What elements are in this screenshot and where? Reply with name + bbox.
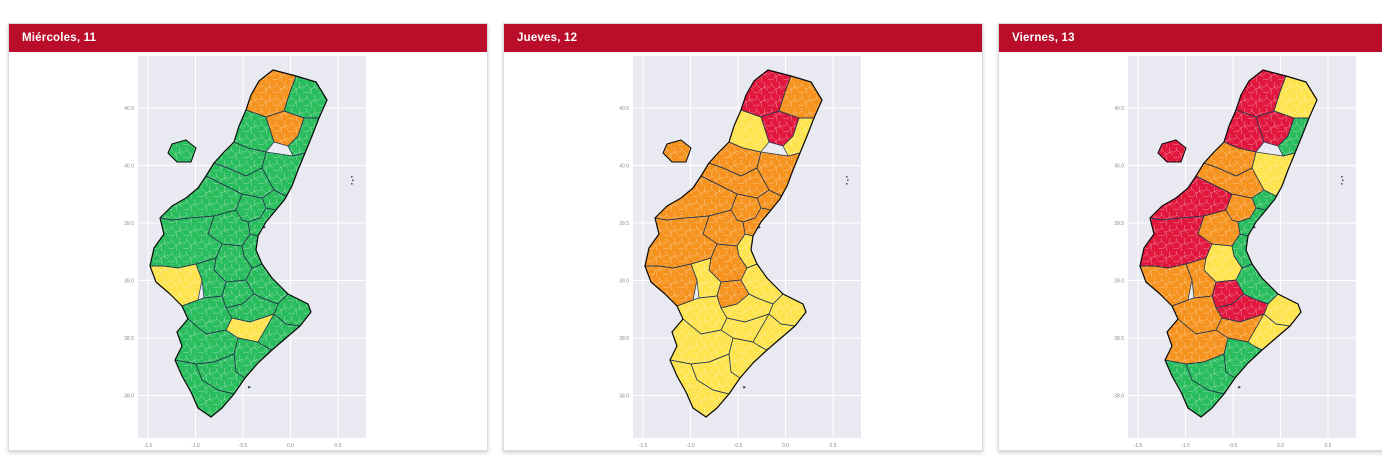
- y-axis-tick-label: 38.5: [124, 336, 134, 342]
- municipal-boundaries-texture: [168, 140, 196, 162]
- coastal-mark: [1238, 386, 1241, 389]
- coastal-mark: [1253, 226, 1256, 229]
- panel-body: -1.5 -1.0 -0.5 0.0 0.5 40.5 40.0 39.5 39.0 38.5 38…: [999, 52, 1382, 449]
- region-outline: [644, 69, 823, 418]
- columbretes-islands: [846, 183, 848, 185]
- map-figure: -1.5 -1.0 -0.5 0.0 0.5 40.5 40.0 39.5 39.0 38.5 38…: [124, 56, 366, 449]
- municipal-boundaries-texture: [645, 70, 822, 417]
- coastal-mark: [248, 386, 251, 389]
- columbretes-islands: [351, 183, 353, 185]
- x-axis-tick-label: 0.0: [287, 443, 294, 449]
- coastal-mark: [263, 226, 266, 229]
- y-axis-tick-label: 38.0: [619, 393, 629, 399]
- y-axis-tick-label: 39.5: [619, 221, 629, 227]
- y-axis-tick-label: 40.5: [124, 106, 134, 112]
- municipal-boundaries-texture: [663, 140, 691, 162]
- x-axis-tick-label: -1.5: [1134, 443, 1143, 449]
- x-axis-tick-label: -0.5: [239, 443, 248, 449]
- columbretes-islands: [1342, 179, 1344, 182]
- panel-header: Miércoles, 11: [9, 24, 487, 52]
- region-outline: [1139, 69, 1318, 418]
- panel-body: -1.5 -1.0 -0.5 0.0 0.5 40.5 40.0 39.5 39.0 38.5 38…: [504, 52, 982, 449]
- y-axis-tick-label: 38.5: [1114, 336, 1124, 342]
- x-axis-tick-label: 0.0: [1277, 443, 1284, 449]
- municipal-boundaries-texture: [1158, 140, 1186, 162]
- columbretes-islands: [1341, 176, 1343, 178]
- panel-miercoles: Miércoles, 11 -1.5 -1.0 -0.5 0.0 0.5 40.5 40.0…: [8, 23, 488, 451]
- panel-title: Viernes, 13: [1012, 32, 1075, 44]
- x-axis-tick-label: -1.0: [1181, 443, 1190, 449]
- panel-body: -1.5 -1.0 -0.5 0.0 0.5 40.5 40.0 39.5 39.0 38.5 38…: [9, 52, 487, 449]
- x-axis-tick-label: 0.5: [830, 443, 837, 449]
- x-axis-tick-label: 0.0: [782, 443, 789, 449]
- region-outline: [149, 69, 328, 418]
- y-axis-tick-label: 38.0: [124, 393, 134, 399]
- y-axis-tick-label: 39.0: [1114, 278, 1124, 284]
- x-axis-tick-label: -1.5: [639, 443, 648, 449]
- municipal-boundaries-texture: [1140, 70, 1317, 417]
- y-axis-tick-label: 39.0: [124, 278, 134, 284]
- panel-header: Viernes, 13: [999, 24, 1382, 52]
- x-axis-tick-label: 0.5: [335, 443, 342, 449]
- columbretes-islands: [351, 176, 353, 178]
- exclave-outline: [167, 139, 197, 163]
- columbretes-islands: [846, 176, 848, 178]
- municipal-boundaries-texture: [150, 70, 327, 417]
- panel-jueves: Jueves, 12 -1.5 -1.0 -0.5 0.0 0.5 40.5 40.0 39.…: [503, 23, 983, 451]
- choropleth-map-jueves: -1.5 -1.0 -0.5 0.0 0.5 40.5 40.0 39.5 39.0 38.5 38…: [601, 50, 869, 450]
- columbretes-islands: [1341, 183, 1343, 185]
- x-axis-tick-label: -0.5: [1229, 443, 1238, 449]
- exclave-outline: [662, 139, 692, 163]
- x-axis-tick-label: -1.5: [144, 443, 153, 449]
- y-axis-tick-label: 40.0: [124, 163, 134, 169]
- x-axis-tick-label: -1.0: [191, 443, 200, 449]
- choropleth-map-miercoles: -1.5 -1.0 -0.5 0.0 0.5 40.5 40.0 39.5 39.0 38.5 38…: [106, 50, 374, 450]
- y-axis-tick-label: 38.0: [1114, 393, 1124, 399]
- y-axis-tick-label: 39.5: [124, 221, 134, 227]
- x-axis-tick-label: -0.5: [734, 443, 743, 449]
- panel-header: Jueves, 12: [504, 24, 982, 52]
- y-axis-tick-label: 38.5: [619, 336, 629, 342]
- panel-viernes: Viernes, 13 -1.5 -1.0 -0.5 0.0 0.5 40.5 40.0 39…: [998, 23, 1382, 451]
- map-figure: -1.5 -1.0 -0.5 0.0 0.5 40.5 40.0 39.5 39.0 38.5 38…: [619, 56, 861, 449]
- y-axis-tick-label: 40.0: [619, 163, 629, 169]
- x-axis-tick-label: 0.5: [1325, 443, 1332, 449]
- y-axis-tick-label: 40.5: [1114, 106, 1124, 112]
- map-figure: -1.5 -1.0 -0.5 0.0 0.5 40.5 40.0 39.5 39.0 38.5 38…: [1114, 56, 1356, 449]
- x-axis-tick-label: -1.0: [686, 443, 695, 449]
- y-axis-tick-label: 40.0: [1114, 163, 1124, 169]
- columbretes-islands: [352, 179, 354, 182]
- panel-title: Miércoles, 11: [22, 32, 97, 44]
- columbretes-islands: [847, 179, 849, 182]
- exclave-outline: [1157, 139, 1187, 163]
- coastal-mark: [743, 386, 746, 389]
- y-axis-tick-label: 40.5: [619, 106, 629, 112]
- choropleth-map-viernes: -1.5 -1.0 -0.5 0.0 0.5 40.5 40.0 39.5 39.0 38.5 38…: [1096, 50, 1364, 450]
- y-axis-tick-label: 39.5: [1114, 221, 1124, 227]
- panel-title: Jueves, 12: [517, 32, 578, 44]
- coastal-mark: [758, 226, 761, 229]
- y-axis-tick-label: 39.0: [619, 278, 629, 284]
